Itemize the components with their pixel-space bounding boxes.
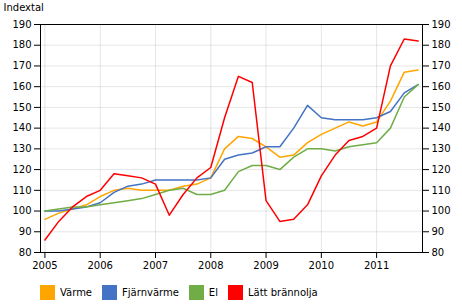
- html-text:Lätt brännolja: Lätt brännolja: [248, 287, 318, 298]
- svg-text:170: 170: [12, 60, 31, 71]
- html-text:El: El: [208, 287, 218, 298]
- svg-text:150: 150: [432, 102, 451, 113]
- svg-text:140: 140: [432, 122, 451, 133]
- svg-text:100: 100: [12, 205, 31, 216]
- svg-text:130: 130: [12, 143, 31, 154]
- svg-text:170: 170: [432, 60, 451, 71]
- svg-text:90: 90: [432, 226, 445, 237]
- svg-text:120: 120: [12, 164, 31, 175]
- svg-text:130: 130: [432, 143, 451, 154]
- svg-text:2010: 2010: [309, 260, 334, 271]
- svg-text:90: 90: [19, 226, 32, 237]
- svg-text:80: 80: [432, 247, 445, 258]
- svg-text:110: 110: [432, 185, 451, 196]
- html-text:Värme: Värme: [60, 287, 92, 298]
- svg-text:190: 190: [12, 19, 31, 30]
- svg-text:190: 190: [432, 19, 451, 30]
- svg-text:Indextal: Indextal: [4, 2, 44, 13]
- svg-text:2009: 2009: [253, 260, 278, 271]
- svg-text:110: 110: [12, 185, 31, 196]
- svg-text:2011: 2011: [364, 260, 389, 271]
- svg-text:2005: 2005: [32, 260, 57, 271]
- html-text:Fjärnvärme: Fjärnvärme: [122, 287, 179, 298]
- svg-text:160: 160: [12, 81, 31, 92]
- svg-text:120: 120: [432, 164, 451, 175]
- svg-text:2007: 2007: [143, 260, 168, 271]
- svg-text:160: 160: [432, 81, 451, 92]
- svg-text:150: 150: [12, 102, 31, 113]
- svg-text:140: 140: [12, 122, 31, 133]
- svg-text:100: 100: [432, 205, 451, 216]
- svg-text:2008: 2008: [198, 260, 223, 271]
- svg-text:2006: 2006: [87, 260, 112, 271]
- svg-text:180: 180: [12, 39, 31, 50]
- svg-text:180: 180: [432, 39, 451, 50]
- svg-text:80: 80: [19, 247, 32, 258]
